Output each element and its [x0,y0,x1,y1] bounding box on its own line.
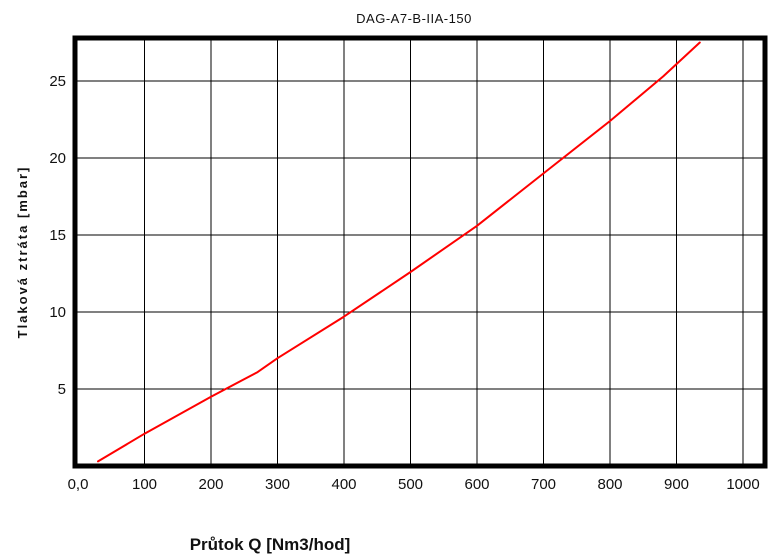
y-axis-ticks: 5 10 15 20 25 [49,73,66,398]
chart-title: DAG-A7-B-IIA-150 [356,11,472,26]
y-tick-label: 5 [58,381,66,398]
series-layer [97,41,701,463]
x-tick-label: 600 [464,476,489,493]
y-tick-label: 15 [49,227,66,244]
x-tick-label: 400 [331,476,356,493]
y-tick-label: 20 [49,150,66,167]
grid [75,38,765,466]
x-tick-label: 500 [398,476,423,493]
x-axis-label: Průtok Q [Nm3/hod] [190,535,351,554]
y-axis-label: Tlaková ztráta [mbar] [15,166,30,339]
y-tick-label: 10 [49,304,66,321]
x-tick-label: 800 [597,476,622,493]
x-tick-label: 200 [198,476,223,493]
x-tick-label: 1000 [726,476,759,493]
y-tick-label: 25 [49,73,66,90]
x-tick-label: 900 [664,476,689,493]
x-tick-label: 700 [531,476,556,493]
x-axis-ticks: 0,0 100 200 300 400 500 600 700 800 900 1000 [68,476,760,493]
x-tick-label: 100 [132,476,157,493]
series-line [97,41,701,463]
x-tick-label: 300 [265,476,290,493]
plot-frame [72,35,768,469]
x-tick-label: 0,0 [68,476,89,493]
